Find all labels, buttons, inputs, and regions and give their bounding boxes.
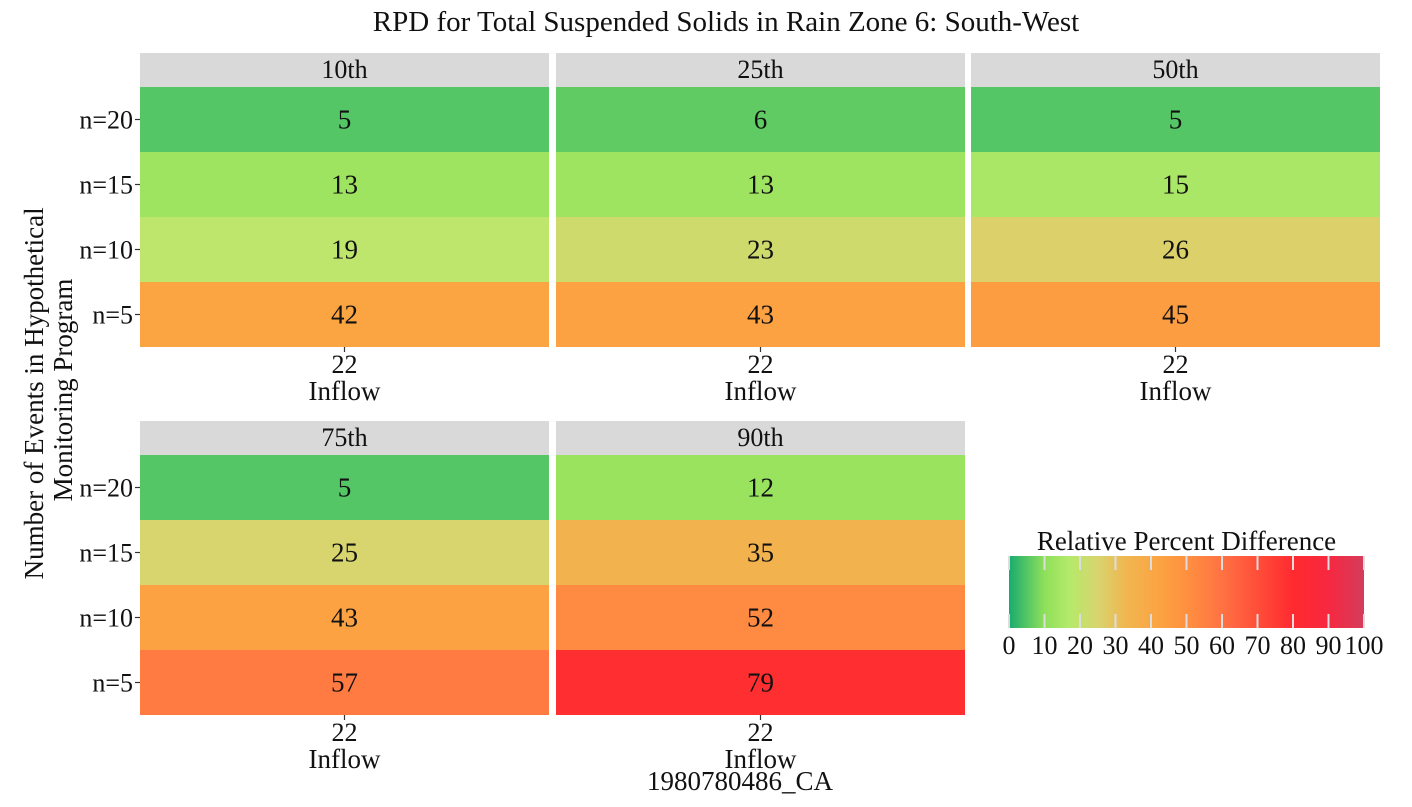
heatmap-cell [140,217,549,282]
heatmap-cell [556,650,965,715]
legend-tick-label: 90 [1316,631,1342,660]
legend-tick-label: 60 [1209,631,1235,660]
heatmap-cell [140,520,549,585]
heatmap-cell [971,87,1380,152]
legend-tick-label: 80 [1280,631,1306,660]
y-tick-label: n=5 [92,301,133,330]
facet-strip [971,53,1380,87]
cell-value-label: 23 [747,235,774,265]
cell-value-label: 43 [747,300,774,330]
cell-value-label: 13 [331,170,358,200]
x-tick-label: 22 [748,350,774,379]
legend-tick-label: 20 [1067,631,1093,660]
y-tick-label: n=20 [79,106,133,135]
y-tick-label: n=5 [92,669,133,698]
heatmap-cell [140,585,549,650]
heatmap-cell [556,585,965,650]
heatmap-cell [140,282,549,347]
cell-value-label: 19 [331,235,358,265]
cell-value-label: 5 [1169,105,1183,135]
heatmap-cell [556,282,965,347]
heatmap-cell [556,87,965,152]
x-tick-label: 22 [748,718,774,747]
legend-tick-label: 40 [1138,631,1164,660]
chart-title: RPD for Total Suspended Solids in Rain Z… [373,6,1079,38]
cell-value-label: 15 [1162,170,1189,200]
color-legend: Relative Percent Difference 0 10 20 30 40 50 60… [1003,526,1384,660]
cell-value-label: 43 [331,603,358,633]
heatmap-cell [140,455,549,520]
y-tick-label: n=15 [79,171,133,200]
heatmap-cell [971,152,1380,217]
facet-strip [140,53,549,87]
heatmap-cell [556,520,965,585]
cell-value-label: 5 [338,105,352,135]
x-tick-label: 22 [332,350,358,379]
x-sublabel: Inflow [309,744,381,774]
y-tick-label: n=10 [79,604,133,633]
y-tick-label: n=10 [79,236,133,265]
facet-strip-label: 75th [321,423,367,452]
heatmap-cell [556,217,965,282]
y-tick-label: n=20 [79,474,133,503]
legend-tick-label: 70 [1245,631,1271,660]
heatmap-cell [971,217,1380,282]
x-sublabel: Inflow [725,744,797,774]
x-tick-label: 22 [1163,350,1189,379]
legend-tick-label: 50 [1174,631,1200,660]
x-sublabel: Inflow [1140,376,1212,406]
x-tick-label: 22 [332,718,358,747]
cell-value-label: 26 [1162,235,1189,265]
cell-value-label: 35 [747,538,774,568]
cell-value-label: 25 [331,538,358,568]
heatmap-cell [556,152,965,217]
heatmap-cell [140,152,549,217]
x-sublabel: Inflow [725,376,797,406]
legend-title: Relative Percent Difference [1037,526,1336,556]
cell-value-label: 13 [747,170,774,200]
y-axis-label-line-1: Number of Events in Hypothetical [19,207,49,579]
heatmap-cell [140,650,549,715]
facet-strip-label: 90th [737,423,783,452]
legend-tick-label: 30 [1103,631,1129,660]
facet-strip [556,53,965,87]
cell-value-label: 42 [331,300,358,330]
cell-value-label: 57 [331,668,358,698]
heatmap-cell [556,455,965,520]
facet-strip-label: 25th [737,55,783,84]
cell-value-label: 45 [1162,300,1189,330]
facet-strip [140,421,549,455]
y-axis-label-line-2: Monitoring Program [48,279,78,502]
cell-value-label: 6 [754,105,768,135]
cell-value-label: 79 [747,668,774,698]
heatmap-cell [140,87,549,152]
y-axis-label: Number of Events in Hypothetical Monitor… [19,201,78,580]
y-tick-label: n=15 [79,539,133,568]
legend-tick-label: 10 [1032,631,1058,660]
legend-tick-label: 100 [1345,631,1384,660]
heatmap-cell [971,282,1380,347]
cell-value-label: 52 [747,603,774,633]
facet-strip [556,421,965,455]
cell-value-label: 5 [338,473,352,503]
cell-value-label: 12 [747,473,774,503]
x-sublabel: Inflow [309,376,381,406]
facet-strip-label: 10th [321,55,367,84]
facet-strip-label: 50th [1152,55,1198,84]
x-axis-label: 1980780486_CA [647,766,834,796]
legend-tick-label: 0 [1003,631,1016,660]
